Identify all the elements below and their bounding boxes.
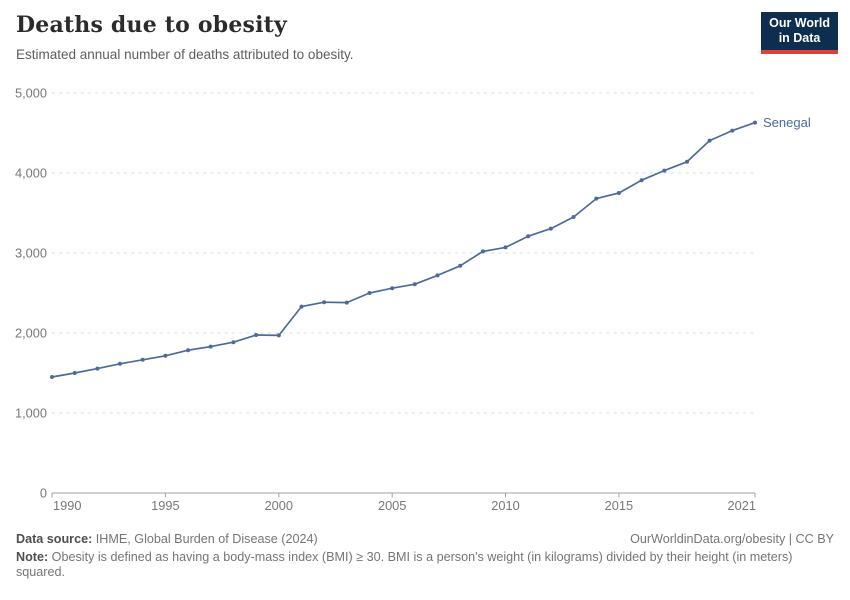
y-axis-tick-label: 0: [40, 486, 47, 501]
data-point-1993[interactable]: [118, 361, 122, 366]
data-point-2014[interactable]: [594, 196, 599, 201]
chart-footer: Data source: IHME, Global Burden of Dise…: [16, 532, 834, 581]
series-label-senegal[interactable]: Senegal: [763, 115, 811, 130]
page-title: Deaths due to obesity: [16, 12, 288, 38]
x-axis-tick-label: 1995: [151, 498, 179, 513]
y-axis-tick-label: 2,000: [15, 326, 47, 341]
owid-credit-link[interactable]: OurWorldinData.org/obesity | CC BY: [630, 532, 834, 546]
data-point-1992[interactable]: [95, 366, 100, 371]
data-point-1998[interactable]: [231, 340, 236, 345]
data-source-text: IHME, Global Burden of Disease (2024): [92, 532, 318, 546]
data-point-1990[interactable]: [50, 375, 54, 379]
y-axis-tick-label: 3,000: [15, 246, 47, 261]
data-point-1999[interactable]: [254, 333, 259, 337]
data-point-2004[interactable]: [367, 291, 372, 295]
chart-note: Note: Obesity is defined as having a bod…: [16, 550, 834, 581]
data-point-2012[interactable]: [548, 226, 553, 231]
data-point-1994[interactable]: [140, 357, 145, 362]
data-point-1997[interactable]: [208, 344, 213, 349]
chart-subtitle: Estimated annual number of deaths attrib…: [16, 47, 354, 62]
data-point-2009[interactable]: [480, 249, 485, 254]
note-label: Note:: [16, 549, 49, 564]
x-axis-tick-label: 2010: [491, 498, 519, 513]
data-point-2016[interactable]: [639, 178, 644, 183]
chart-header: Deaths due to obesity Estimated annual n…: [16, 12, 746, 62]
data-point-2008[interactable]: [458, 263, 463, 268]
owid-logo-line2: in Data: [778, 31, 821, 45]
data-point-2021[interactable]: [753, 120, 757, 125]
data-point-2003[interactable]: [344, 300, 349, 305]
data-point-2013[interactable]: [571, 215, 576, 219]
y-axis-tick-label: 1,000: [15, 406, 47, 421]
data-point-2019[interactable]: [707, 138, 712, 143]
data-point-1995[interactable]: [163, 353, 168, 358]
line-chart: 0 1,000 2,000 3,000 4,000 5,000 1990 1995 2000 20…: [15, 86, 811, 514]
data-point-2002[interactable]: [322, 300, 327, 305]
data-point-2010[interactable]: [503, 245, 508, 250]
source-row: Data source: IHME, Global Burden of Dise…: [16, 532, 834, 548]
y-axis-tick-label: 5,000: [15, 86, 47, 101]
data-source-label: Data source:: [16, 532, 93, 546]
data-point-2001[interactable]: [299, 304, 304, 309]
data-point-1996[interactable]: [186, 348, 191, 353]
data-point-2005[interactable]: [390, 286, 395, 291]
data-point-2018[interactable]: [685, 159, 689, 164]
data-point-2000[interactable]: [276, 333, 281, 338]
x-axis-tick-label: 2015: [605, 498, 633, 513]
data-point-2011[interactable]: [526, 234, 531, 239]
x-axis-tick-label: 2000: [265, 498, 293, 513]
x-axis-tick-label: 2021: [728, 498, 756, 513]
data-point-2006[interactable]: [412, 282, 417, 287]
y-axis-tick-label: 4,000: [15, 166, 47, 181]
x-axis-tick-label: 1990: [53, 498, 81, 513]
note-text: Obesity is defined as having a body-mass…: [16, 549, 793, 580]
owid-logo-line1: Our World: [769, 16, 830, 30]
data-point-2015[interactable]: [616, 191, 621, 195]
data-point-2017[interactable]: [662, 168, 667, 173]
data-source: Data source: IHME, Global Burden of Dise…: [16, 532, 318, 548]
data-point-1991[interactable]: [72, 371, 77, 375]
data-point-2007[interactable]: [435, 273, 440, 278]
line-series-senegal[interactable]: [51, 121, 756, 378]
owid-logo[interactable]: Our World in Data: [761, 12, 838, 54]
data-point-2020[interactable]: [730, 128, 735, 133]
x-axis-tick-label: 2005: [378, 498, 406, 513]
